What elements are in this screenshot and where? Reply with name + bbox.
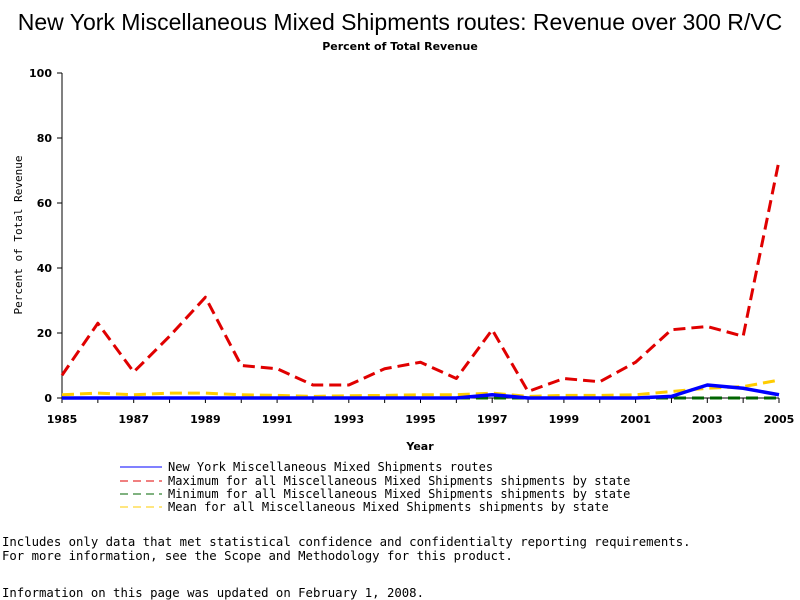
- y-axis-label: Percent of Total Revenue: [12, 156, 25, 315]
- x-tick-label: 2003: [692, 413, 723, 426]
- legend-label-1: Maximum for all Miscellaneous Mixed Ship…: [168, 474, 630, 488]
- y-tick-label: 60: [37, 197, 53, 210]
- footnote-methodology: For more information, see the Scope and …: [2, 549, 513, 563]
- chart-subtitle: Percent of Total Revenue: [322, 40, 478, 53]
- legend-label-2: Minimum for all Miscellaneous Mixed Ship…: [168, 487, 630, 501]
- x-tick-label: 1985: [47, 413, 78, 426]
- footnote-confidence: Includes only data that met statistical …: [2, 535, 691, 549]
- y-tick-label: 20: [37, 327, 53, 340]
- x-tick-label: 1999: [549, 413, 580, 426]
- y-tick-label: 0: [44, 392, 52, 405]
- footnote-updated: Information on this page was updated on …: [2, 586, 424, 600]
- x-tick-label: 1987: [118, 413, 149, 426]
- x-tick-label: 2005: [764, 413, 795, 426]
- x-tick-label: 1993: [333, 413, 364, 426]
- x-tick-label: 1995: [405, 413, 436, 426]
- y-tick-label: 40: [37, 262, 53, 275]
- chart-title: New York Miscellaneous Mixed Shipments r…: [18, 9, 783, 35]
- legend: New York Miscellaneous Mixed Shipments r…: [120, 460, 630, 514]
- x-axis-label: Year: [405, 440, 434, 453]
- y-tick-label: 100: [29, 67, 52, 80]
- x-tick-label: 1989: [190, 413, 221, 426]
- plot-area: 0 20 40 60 80 100 1985 1987 1989 1991 1993 1995 1997…: [29, 67, 794, 426]
- legend-label-3: Mean for all Miscellaneous Mixed Shipmen…: [168, 500, 609, 514]
- y-tick-label: 80: [37, 132, 53, 145]
- legend-label-0: New York Miscellaneous Mixed Shipments r…: [168, 460, 493, 474]
- x-tick-label: 2001: [620, 413, 651, 426]
- series-line-3: [61, 378, 780, 398]
- x-tick-label: 1991: [262, 413, 293, 426]
- series-line-0: [62, 383, 780, 400]
- series-line-1: [60, 160, 781, 393]
- x-tick-label: 1997: [477, 413, 508, 426]
